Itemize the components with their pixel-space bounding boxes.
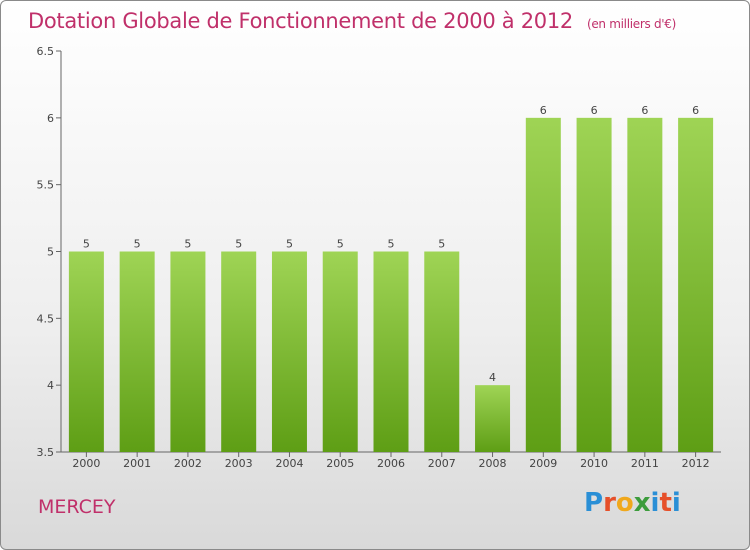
x-tick-label: 2011: [631, 457, 659, 470]
bar-value-label: 6: [641, 104, 648, 117]
y-axis: 3.5 4 4.5 5 5.5 6 6.5: [37, 45, 62, 459]
bar-2004: [271, 251, 307, 452]
x-tick-label: 2001: [123, 457, 151, 470]
bar-2006: [373, 251, 409, 452]
y-tick-label: 6.5: [37, 45, 55, 58]
x-tick-label: 2007: [428, 457, 456, 470]
bar-2010: [576, 117, 612, 452]
bar-2008: [475, 385, 511, 452]
x-tick-label: 2005: [326, 457, 354, 470]
bar-2005: [322, 251, 358, 452]
bar-2012: [678, 117, 714, 452]
x-tick-label: 2012: [682, 457, 710, 470]
y-tick-label: 3.5: [37, 446, 55, 459]
proxiti-logo[interactable]: Proxiti: [584, 488, 681, 518]
bar-value-label: 4: [489, 371, 496, 384]
title-text: Dotation Globale de Fonctionnement de 20…: [28, 9, 573, 33]
y-tick-label: 4.5: [37, 312, 55, 325]
bar-value-label: 5: [337, 238, 344, 251]
bar-value-label: 5: [286, 238, 293, 251]
y-tick-label: 5: [47, 246, 54, 259]
bar-2001: [119, 251, 155, 452]
x-axis: 2000 2001 2002 2003 2004 2005 2006 2007 2008 2009…: [61, 451, 721, 470]
bar-value-label: 5: [388, 238, 395, 251]
data-labels: 5 5 5 5 5 5 5 5 4 6 6 6 6: [83, 104, 699, 384]
x-tick-label: 2002: [174, 457, 202, 470]
y-tick-label: 5.5: [37, 179, 55, 192]
bar-2011: [627, 117, 663, 452]
bar-2009: [525, 117, 561, 452]
x-tick-label: 2008: [479, 457, 507, 470]
title-unit: (en milliers d'€): [586, 17, 676, 31]
bars: [68, 117, 714, 452]
x-tick-label: 2006: [377, 457, 405, 470]
commune-name: MERCEY: [38, 496, 116, 518]
bar-2007: [424, 251, 460, 452]
bar-value-label: 5: [134, 238, 141, 251]
bar-value-label: 5: [438, 238, 445, 251]
bar-value-label: 6: [591, 104, 598, 117]
x-tick-label: 2010: [580, 457, 608, 470]
bar-value-label: 5: [184, 238, 191, 251]
x-tick-label: 2000: [72, 457, 100, 470]
bar-2002: [170, 251, 206, 452]
y-tick-label: 6: [47, 112, 54, 125]
bar-2000: [68, 251, 104, 452]
bar-value-label: 5: [235, 238, 242, 251]
bar-2003: [221, 251, 257, 452]
chart-title: Dotation Globale de Fonctionnement de 20…: [28, 9, 676, 33]
x-tick-label: 2009: [529, 457, 557, 470]
y-tick-label: 4: [47, 379, 54, 392]
bar-value-label: 6: [692, 104, 699, 117]
x-tick-label: 2003: [225, 457, 253, 470]
bar-value-label: 5: [83, 238, 90, 251]
bar-value-label: 6: [540, 104, 547, 117]
x-tick-label: 2004: [275, 457, 303, 470]
